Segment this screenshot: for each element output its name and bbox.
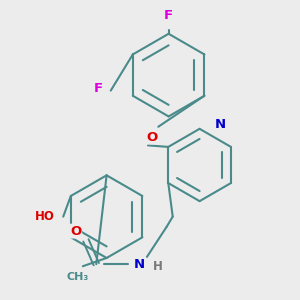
Text: F: F xyxy=(94,82,103,95)
Text: N: N xyxy=(215,118,226,131)
Text: F: F xyxy=(164,9,173,22)
Text: N: N xyxy=(134,258,145,271)
Text: HO: HO xyxy=(35,210,55,223)
Text: O: O xyxy=(70,225,81,238)
Text: O: O xyxy=(146,130,158,144)
Text: CH₃: CH₃ xyxy=(67,272,89,282)
Text: H: H xyxy=(153,260,163,273)
